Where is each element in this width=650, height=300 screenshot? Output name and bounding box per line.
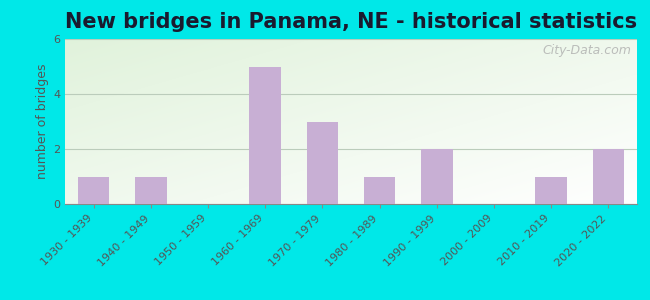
Title: New bridges in Panama, NE - historical statistics: New bridges in Panama, NE - historical s… — [65, 12, 637, 32]
Bar — [135, 176, 166, 204]
Text: City-Data.com: City-Data.com — [542, 44, 631, 57]
Bar — [536, 176, 567, 204]
Bar — [593, 149, 624, 204]
Bar — [364, 176, 395, 204]
Bar — [307, 122, 338, 204]
Bar — [421, 149, 452, 204]
Y-axis label: number of bridges: number of bridges — [36, 64, 49, 179]
Bar — [250, 67, 281, 204]
Bar — [78, 176, 109, 204]
